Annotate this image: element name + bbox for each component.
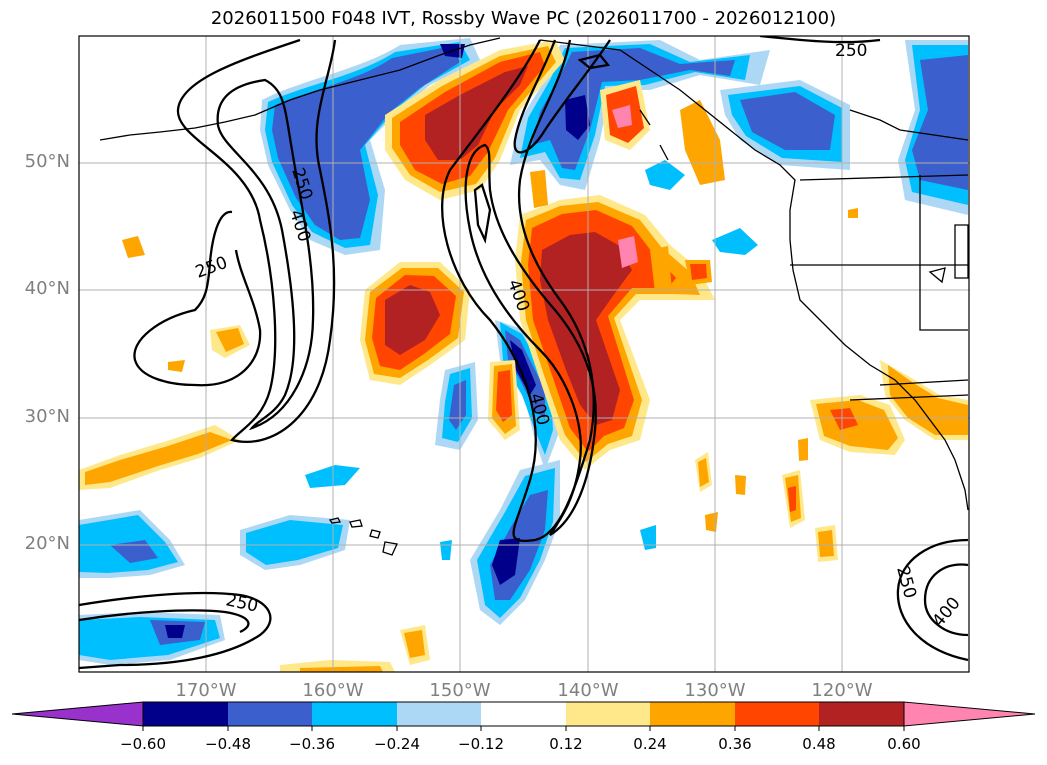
colorbar-bin [650, 702, 735, 726]
lon-tick-160w: 160°W [302, 680, 364, 701]
lon-tick-130w: 130°W [684, 680, 746, 701]
contour-label-400d: 400 [929, 593, 965, 631]
lon-tick-140w: 140°W [557, 680, 619, 701]
colorbar-bin [228, 702, 312, 726]
colorbar-tick: 0.60 [887, 735, 921, 753]
colorbar [11, 701, 1036, 731]
colorbar-bin [735, 702, 819, 726]
lon-tick-170w: 170°W [175, 680, 237, 701]
ivt-shading [79, 38, 968, 672]
lat-tick-40: 40°N [24, 278, 70, 299]
map-frame [78, 35, 970, 673]
colorbar-max-extend [903, 701, 1036, 727]
colorbar-tick: −0.24 [374, 735, 420, 753]
contour-label-250e: 250 [892, 564, 920, 601]
colorbar-tick: −0.12 [458, 735, 504, 753]
colorbar-bin [481, 702, 566, 726]
hawaii-islands [328, 517, 398, 556]
lat-tick-50: 50°N [24, 151, 70, 172]
colorbar-bin [312, 702, 397, 726]
colorbar-tick: −0.48 [205, 735, 251, 753]
lon-tick-120w: 120°W [811, 680, 873, 701]
colorbar-tick: 0.12 [549, 735, 583, 753]
contour-label-250b: 250 [193, 253, 230, 283]
colorbar-tick: −0.36 [289, 735, 335, 753]
coastlines [99, 37, 969, 511]
colorbar-tick: 0.36 [718, 735, 752, 753]
colorbar-bin [143, 702, 228, 726]
colorbar-tick: −0.60 [120, 735, 166, 753]
colorbar-bin [566, 702, 650, 726]
lon-tick-150w: 150°W [429, 680, 491, 701]
contour-label-250c: 250 [835, 41, 867, 61]
lat-tick-20: 20°N [24, 533, 70, 554]
colorbar-tick: 0.48 [802, 735, 836, 753]
colorbar-bin [819, 702, 904, 726]
height-contours [79, 36, 969, 670]
colorbar-bin [397, 702, 481, 726]
colorbar-min-extend [11, 701, 144, 727]
colorbar-tick: 0.24 [633, 735, 667, 753]
map-title: 2026011500 F048 IVT, Rossby Wave PC (202… [210, 8, 837, 29]
lat-tick-30: 30°N [24, 406, 70, 427]
